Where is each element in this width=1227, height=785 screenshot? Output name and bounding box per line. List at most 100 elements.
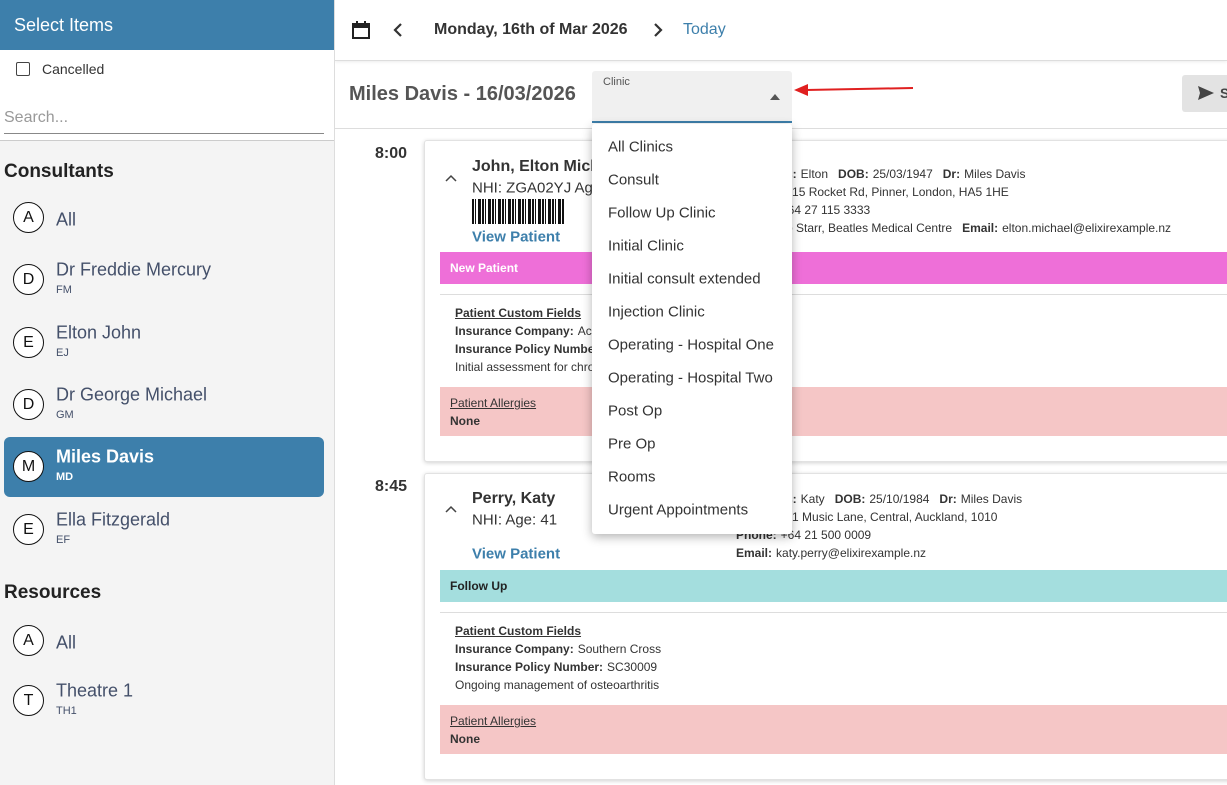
time-label: 8:00 bbox=[375, 145, 408, 162]
appointment-note: Ongoing management of osteoarthritis bbox=[455, 678, 660, 692]
item-code: EJ bbox=[56, 346, 69, 359]
toolbar: Monday, 16th of Mar 2026 Today bbox=[335, 0, 1227, 61]
detail-item: Email: elton.michael@elixirexample.nz bbox=[962, 221, 1171, 235]
custom-field: Insurance Policy Number: SC30009 bbox=[455, 660, 657, 674]
item-code: MD bbox=[56, 471, 74, 484]
menu-item[interactable]: Consult bbox=[608, 171, 659, 189]
section-heading: Resources bbox=[4, 582, 102, 603]
list-item[interactable]: E Ella Fitzgerald EF bbox=[4, 500, 324, 560]
prev-button[interactable] bbox=[391, 22, 405, 38]
view-patient-link[interactable]: View Patient bbox=[472, 228, 561, 246]
select-label: Clinic bbox=[603, 76, 630, 88]
field-value: Southern Cross bbox=[577, 642, 662, 656]
collapse-icon[interactable] bbox=[445, 505, 457, 513]
menu-item[interactable]: Injection Clinic bbox=[608, 303, 705, 321]
list-item[interactable]: E Elton John EJ bbox=[4, 313, 324, 373]
detail-label: Email: bbox=[736, 546, 773, 560]
send-label: S bbox=[1220, 85, 1227, 101]
detail-item: DOB: 25/03/1947 bbox=[838, 167, 933, 181]
item-name: All bbox=[56, 632, 77, 653]
field-label: Insurance Policy Number: bbox=[455, 660, 604, 674]
avatar: D bbox=[13, 264, 44, 296]
menu-item[interactable]: Urgent Appointments bbox=[608, 501, 749, 519]
custom-field: Insurance Company: Southern Cross bbox=[455, 642, 661, 656]
menu-item[interactable]: Initial consult extended bbox=[608, 270, 761, 288]
checkbox[interactable] bbox=[16, 62, 30, 76]
detail-value: Elton bbox=[800, 167, 829, 181]
send-button[interactable]: S bbox=[1182, 75, 1227, 112]
menu-item[interactable]: Pre Op bbox=[608, 435, 656, 453]
checkbox-label[interactable]: Cancelled bbox=[42, 61, 105, 77]
detail-label: Dr: bbox=[942, 167, 961, 181]
avatar: E bbox=[13, 326, 44, 358]
item-name: Theatre 1 bbox=[56, 680, 134, 701]
appointment-note: Initial assessment for chronic pain bbox=[455, 360, 636, 374]
divider bbox=[440, 294, 1227, 295]
sidebar-title: Select Items bbox=[0, 0, 334, 50]
main-panel: Monday, 16th of Mar 2026 Today Miles Dav… bbox=[335, 0, 1227, 785]
menu-item[interactable]: Operating - Hospital Two bbox=[608, 369, 773, 387]
field-label: Insurance Company: bbox=[455, 324, 574, 338]
menu-item[interactable]: Initial Clinic bbox=[608, 237, 684, 255]
item-name: Dr Freddie Mercury bbox=[56, 259, 212, 280]
menu-item[interactable]: Follow Up Clinic bbox=[608, 204, 716, 222]
avatar: T bbox=[13, 685, 44, 716]
section-heading: Consultants bbox=[4, 161, 114, 182]
avatar: A bbox=[13, 625, 44, 656]
allergies-heading: Patient Allergies bbox=[450, 714, 537, 728]
item-code: TH1 bbox=[56, 705, 77, 717]
calendar-icon[interactable] bbox=[351, 20, 371, 40]
page-title: Miles Davis - 16/03/2026 bbox=[349, 83, 576, 105]
menu-item[interactable]: Operating - Hospital One bbox=[608, 336, 774, 354]
send-icon bbox=[1198, 86, 1214, 100]
detail-item: Email: katy.perry@elixirexample.nz bbox=[736, 546, 926, 560]
divider bbox=[440, 612, 1227, 613]
clinic-select[interactable]: Clinic bbox=[592, 71, 792, 123]
avatar: A bbox=[13, 202, 44, 233]
patient-name: Perry, Katy bbox=[472, 490, 556, 507]
list-item[interactable]: D Dr George Michael GM bbox=[4, 375, 324, 435]
detail-value: 25/10/1984 bbox=[869, 492, 930, 506]
time-label: 8:45 bbox=[375, 478, 408, 495]
detail-row: GP:Ringo Starr, Beatles Medical CentreEm… bbox=[736, 221, 1181, 235]
search-placeholder[interactable]: Search... bbox=[4, 109, 69, 126]
next-button[interactable] bbox=[651, 22, 665, 38]
item-name: Elton John bbox=[56, 322, 142, 343]
appointment-card: John, Elton Michael NHI: ZGA02YJ Age: 78 V… bbox=[424, 140, 1227, 462]
detail-value: +64 27 115 3333 bbox=[780, 203, 871, 217]
list-item[interactable]: A All bbox=[4, 188, 324, 248]
detail-row: Email: katy.perry@elixirexample.nz bbox=[736, 546, 936, 560]
detail-value: Miles Davis bbox=[964, 167, 1026, 181]
list-item[interactable]: A All bbox=[4, 611, 324, 671]
detail-value: 1 Music Lane, Central, Auckland, 1010 bbox=[792, 510, 998, 524]
sidebar: Select Items Cancelled Search... Consult… bbox=[0, 0, 335, 785]
view-patient-link[interactable]: View Patient bbox=[472, 545, 561, 563]
detail-label: Dr: bbox=[939, 492, 957, 506]
appointment-type-banner: New Patient bbox=[440, 252, 1227, 284]
today-button[interactable]: Today bbox=[683, 21, 726, 38]
item-name: All bbox=[56, 209, 77, 230]
item-code: GM bbox=[56, 408, 74, 421]
menu-item[interactable]: Rooms bbox=[608, 468, 656, 486]
avatar: D bbox=[13, 388, 44, 420]
custom-fields-heading: Patient Custom Fields bbox=[455, 624, 582, 638]
select-caret bbox=[770, 94, 780, 100]
list-item[interactable]: D Dr Freddie Mercury FM bbox=[4, 250, 324, 310]
menu-item[interactable]: Post Op bbox=[608, 402, 663, 420]
clinic-menu: All Clinics Consult Follow Up Clinic Initia… bbox=[592, 124, 792, 534]
detail-value: 15 Rocket Rd, Pinner, London, HA5 1HE bbox=[792, 185, 1009, 199]
detail-item: DOB: 25/10/1984 bbox=[835, 492, 930, 506]
detail-value: Katy bbox=[800, 492, 825, 506]
patient-nhi: NHI: ZGA02YJ Age: 78 bbox=[472, 179, 627, 197]
collapse-icon[interactable] bbox=[445, 174, 457, 182]
menu-item[interactable]: All Clinics bbox=[608, 138, 674, 156]
avatar: M bbox=[13, 451, 44, 483]
detail-label: Email: bbox=[962, 221, 999, 235]
allergies-box: Patient Allergies None bbox=[440, 387, 1227, 436]
avatar: E bbox=[13, 513, 44, 545]
detail-item: Dr: Miles Davis bbox=[943, 167, 1026, 181]
list-item[interactable]: M Miles Davis MD bbox=[4, 437, 324, 498]
list-item[interactable]: T Theatre 1 TH1 bbox=[4, 671, 324, 731]
custom-fields-heading: Patient Custom Fields bbox=[455, 306, 582, 320]
